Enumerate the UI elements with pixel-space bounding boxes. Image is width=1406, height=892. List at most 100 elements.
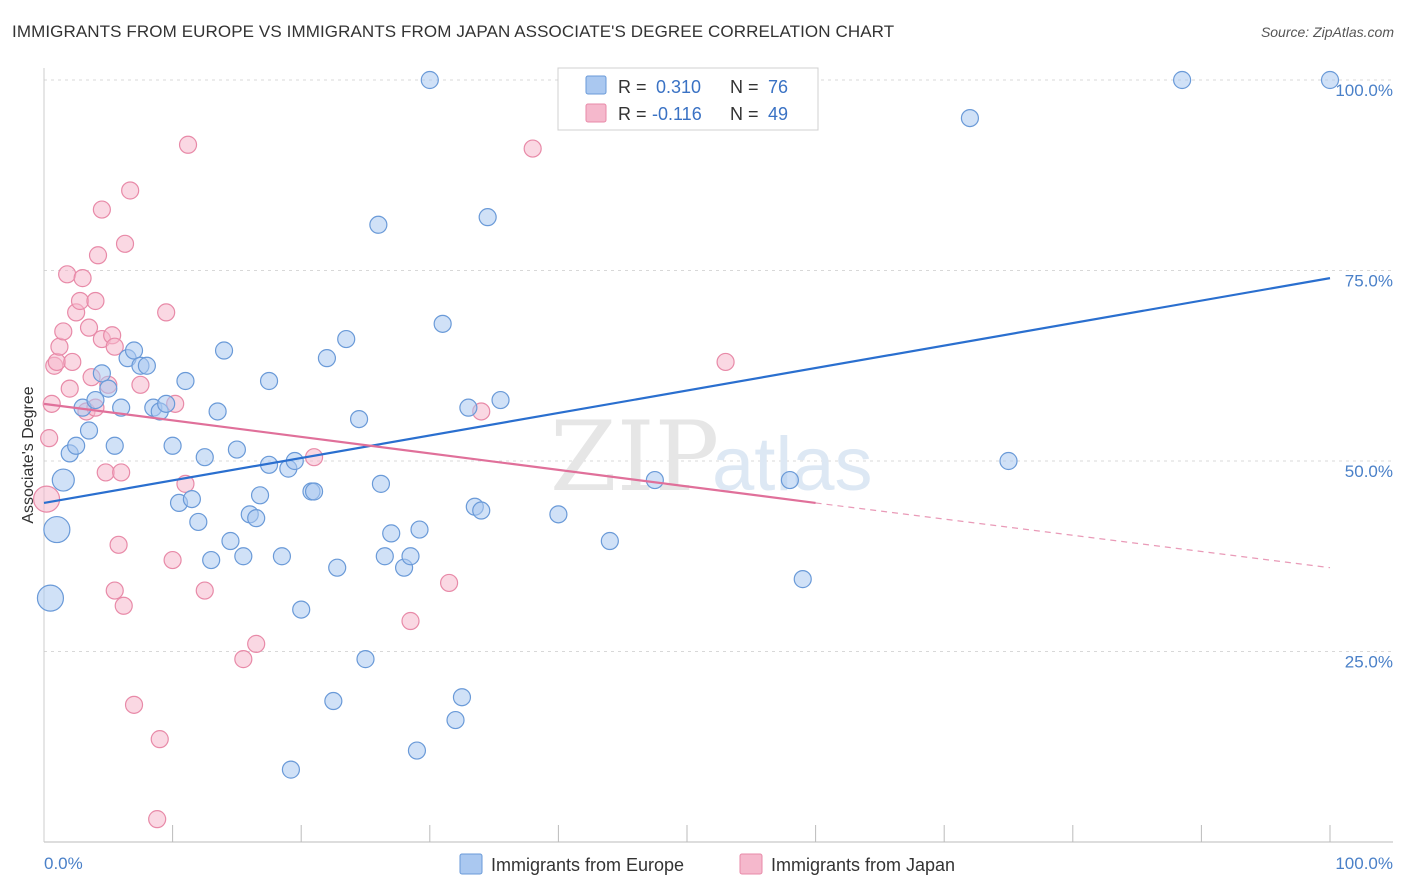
japan-point	[105, 337, 124, 356]
europe-point	[86, 390, 105, 410]
europe-point	[472, 501, 491, 520]
japan-point	[121, 181, 140, 200]
europe-point	[600, 531, 619, 551]
europe-point	[780, 470, 799, 490]
europe-point	[67, 436, 86, 455]
japan-point	[716, 352, 735, 372]
japan-point	[114, 596, 133, 615]
stats-r-label-europe: R =	[618, 77, 647, 97]
europe-point	[452, 688, 472, 707]
europe-point	[324, 691, 343, 711]
bottom-legend-japan-label: Immigrants from Japan	[771, 855, 955, 875]
stats-n-value-europe: 76	[768, 77, 788, 97]
trend-lines	[43, 277, 1331, 569]
stats-legend-japan-swatch	[585, 103, 607, 123]
japan-point	[50, 337, 69, 356]
japan-point	[88, 246, 108, 265]
japan-point	[40, 429, 59, 448]
japan-point	[86, 291, 105, 311]
y-tick-label: 50.0%	[1345, 462, 1393, 481]
japan-point	[70, 291, 90, 311]
europe-point	[478, 208, 497, 227]
japan-point	[73, 269, 92, 288]
europe-point	[999, 451, 1018, 471]
japan-trend-line	[43, 402, 816, 505]
europe-point	[433, 314, 452, 333]
japan-point	[150, 730, 169, 749]
europe-point	[36, 584, 65, 612]
japan-point	[58, 265, 77, 284]
europe-point	[371, 474, 391, 493]
bottom-legend-japan-swatch	[739, 853, 763, 875]
stats-legend-europe-swatch	[585, 75, 607, 95]
japan-point	[79, 318, 99, 337]
europe-point	[202, 550, 221, 570]
europe-point	[491, 390, 510, 410]
bottom-legend: Immigrants from Europe Immigrants from J…	[459, 853, 955, 875]
europe-point	[549, 505, 568, 524]
x-tick-labels: 0.0% 100.0%	[44, 854, 1393, 873]
japan-point	[163, 550, 182, 570]
europe-point	[221, 531, 240, 551]
stats-r-value-japan: -0.116	[652, 104, 702, 124]
europe-point	[99, 379, 118, 398]
bottom-legend-europe-label: Immigrants from Europe	[491, 855, 684, 875]
stats-r-label-japan: R =	[618, 104, 647, 124]
japan-point	[157, 303, 176, 322]
y-tick-label: 25.0%	[1345, 653, 1393, 672]
europe-point	[459, 398, 478, 417]
y-tick-label: 100.0%	[1335, 81, 1393, 100]
europe-point	[176, 371, 195, 391]
europe-point	[51, 468, 75, 492]
europe-trend-line	[43, 277, 1331, 504]
stats-legend: R = 0.310 N = 76 R = -0.116 N = 49	[557, 67, 819, 131]
japan-point	[439, 573, 459, 593]
japan-point	[60, 379, 79, 398]
europe-point	[189, 512, 208, 532]
axes	[43, 68, 1393, 843]
europe-point	[250, 486, 270, 505]
europe-point	[446, 710, 465, 730]
japan-point	[92, 200, 111, 219]
europe-point	[79, 421, 99, 440]
europe-point	[292, 600, 311, 619]
japan-point	[131, 375, 150, 394]
europe-point	[105, 436, 124, 455]
europe-point	[420, 70, 439, 90]
europe-point	[337, 329, 356, 349]
japan-point	[247, 634, 266, 653]
stats-n-label-europe: N =	[730, 77, 759, 97]
stats-r-value-europe: 0.310	[656, 77, 701, 97]
europe-point	[407, 741, 427, 760]
stats-n-value-japan: 49	[768, 104, 788, 124]
europe-point	[328, 558, 347, 577]
europe-point	[304, 482, 324, 501]
europe-point	[92, 364, 111, 383]
japan-point	[523, 139, 542, 158]
europe-point	[272, 547, 292, 566]
europe-point	[281, 760, 301, 779]
japan-point	[112, 463, 131, 482]
chart-title: IMMIGRANTS FROM EUROPE VS IMMIGRANTS FRO…	[12, 22, 895, 41]
europe-point	[375, 547, 394, 566]
japan-point	[105, 581, 124, 600]
europe-point	[137, 356, 156, 375]
europe-point	[157, 394, 176, 413]
japan-point	[63, 352, 82, 372]
europe-point	[356, 650, 375, 669]
europe-point	[793, 570, 812, 589]
europe-series-points	[36, 70, 1340, 779]
y-axis-label: Associate's Degree	[20, 386, 37, 523]
europe-point	[214, 341, 234, 360]
europe-point	[1173, 70, 1192, 90]
japan-point	[96, 463, 115, 482]
japan-point	[54, 322, 73, 341]
japan-point	[178, 135, 198, 154]
japan-series-points	[32, 135, 735, 829]
europe-point	[112, 398, 131, 417]
x-tick-label: 100.0%	[1335, 854, 1393, 873]
japan-point	[401, 611, 420, 631]
europe-point	[382, 524, 401, 543]
japan-point	[148, 810, 167, 829]
